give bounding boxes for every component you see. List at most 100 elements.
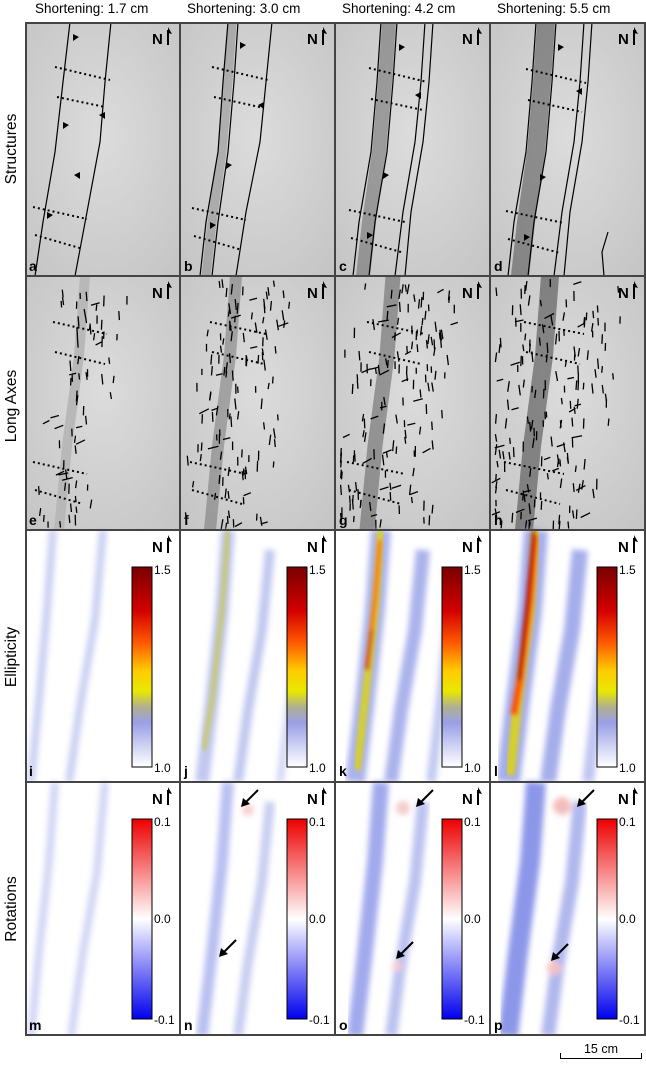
long-axis-stick — [222, 437, 231, 441]
long-axis-stick — [234, 522, 243, 528]
panel-label: m — [29, 1017, 41, 1033]
long-axis-stick — [89, 499, 93, 509]
long-axis-stick — [370, 366, 379, 370]
long-axis-stick — [76, 327, 79, 338]
long-axis-stick — [228, 353, 232, 363]
arrow-icon — [241, 789, 259, 807]
long-axis-stick — [575, 485, 586, 491]
svg-text:0.1: 0.1 — [154, 815, 171, 829]
long-axis-stick — [401, 378, 409, 383]
arrow-icon — [416, 789, 434, 807]
panel-label: g — [339, 512, 348, 528]
long-axis-stick — [78, 373, 81, 380]
rotation-colorbar: 0.1 0.0 -0.1 — [131, 815, 175, 1027]
panel-m: 0.1 0.0 -0.1 m N — [25, 781, 180, 1036]
long-axis-stick — [504, 418, 508, 429]
long-axis-stick — [398, 301, 401, 313]
long-axis-stick — [413, 398, 423, 402]
long-axis-stick — [527, 295, 531, 306]
long-axis-stick — [392, 440, 395, 452]
long-axis-stick — [546, 473, 549, 480]
long-axis-stick — [583, 458, 586, 470]
figure-grid: a N b N — [25, 22, 646, 1036]
long-axis-stick — [92, 333, 96, 341]
long-axis-stick — [554, 333, 558, 345]
long-axis-stick — [559, 459, 562, 467]
long-axis-stick — [210, 354, 213, 365]
long-axis-stick — [50, 414, 60, 419]
long-axis-stick — [227, 510, 231, 519]
long-axis-stick — [364, 283, 367, 290]
long-axis-stick — [574, 465, 577, 472]
long-axis-stick — [38, 508, 42, 516]
long-axis-stick — [199, 408, 210, 415]
long-axis-stick — [522, 489, 531, 493]
column-title-4: Shortening: 5.5 cm — [497, 1, 611, 16]
long-axis-stick — [382, 449, 392, 454]
long-axis-stick — [273, 439, 276, 448]
column-title-2: Shortening: 3.0 cm — [187, 1, 301, 16]
svg-text:1.5: 1.5 — [619, 563, 636, 577]
scale-bar-label: 15 cm — [583, 1042, 619, 1056]
long-axis-stick — [218, 474, 221, 485]
long-axis-sticks — [37, 289, 128, 528]
svg-text:N: N — [462, 31, 473, 48]
long-axis-stick — [42, 514, 45, 522]
svg-text:-0.1: -0.1 — [309, 1013, 330, 1027]
north-arrow-icon: N — [618, 535, 638, 556]
long-axis-stick — [361, 413, 365, 422]
svg-text:1.5: 1.5 — [309, 563, 326, 577]
long-axis-stick — [412, 467, 415, 477]
svg-text:N: N — [307, 791, 318, 808]
long-axis-stick — [419, 325, 423, 336]
long-axis-stick — [431, 504, 434, 514]
arrow-icon — [396, 941, 414, 959]
long-axis-stick — [75, 439, 86, 445]
long-axis-stick — [68, 514, 71, 524]
panel-o: 0.1 0.0 -0.1 o N — [335, 781, 490, 1036]
long-axis-stick — [260, 521, 268, 525]
long-axis-stick — [75, 425, 83, 429]
long-axis-stick — [381, 454, 385, 466]
long-axis-stick — [236, 386, 239, 393]
long-axis-stick — [401, 284, 404, 294]
long-axis-stick — [58, 472, 69, 476]
long-axis-stick — [417, 299, 421, 309]
long-axis-stick — [583, 317, 586, 328]
long-axis-stick — [506, 399, 510, 410]
long-axis-stick — [550, 314, 554, 326]
long-axis-stick — [200, 442, 203, 451]
long-axis-stick — [339, 484, 343, 496]
north-arrow-icon: N — [152, 787, 172, 808]
long-axis-stick — [257, 354, 260, 364]
long-axis-stick — [358, 350, 361, 361]
long-axis-stick — [559, 419, 563, 429]
long-axis-stick — [524, 520, 528, 529]
long-axis-stick — [61, 289, 64, 298]
long-axis-stick — [272, 461, 275, 468]
long-axis-stick — [95, 341, 103, 346]
long-axis-stick — [84, 316, 88, 324]
long-axis-stick — [363, 432, 367, 443]
long-axis-stick — [524, 333, 527, 341]
long-axis-stick — [288, 301, 291, 309]
long-axis-stick — [406, 345, 408, 354]
long-axis-stick — [558, 514, 561, 525]
long-axis-stick — [370, 513, 378, 517]
panel-label: c — [339, 258, 347, 274]
panel-label: d — [494, 258, 503, 274]
long-axis-stick — [42, 419, 50, 425]
long-axis-stick — [223, 366, 226, 376]
long-axis-stick — [206, 329, 209, 337]
long-axis-stick — [577, 322, 585, 328]
svg-text:0.0: 0.0 — [309, 912, 326, 926]
long-axis-stick — [528, 343, 531, 353]
panel-b: b N — [180, 22, 335, 277]
panel-f: f N — [180, 275, 335, 531]
long-axis-stick — [207, 445, 219, 450]
ellipticity-colorbar: 1.5 1.0 — [131, 563, 171, 775]
long-axis-stick — [219, 345, 223, 353]
long-axis-stick — [511, 512, 514, 523]
long-axis-stick — [230, 284, 234, 295]
long-axis-stick — [276, 319, 280, 331]
